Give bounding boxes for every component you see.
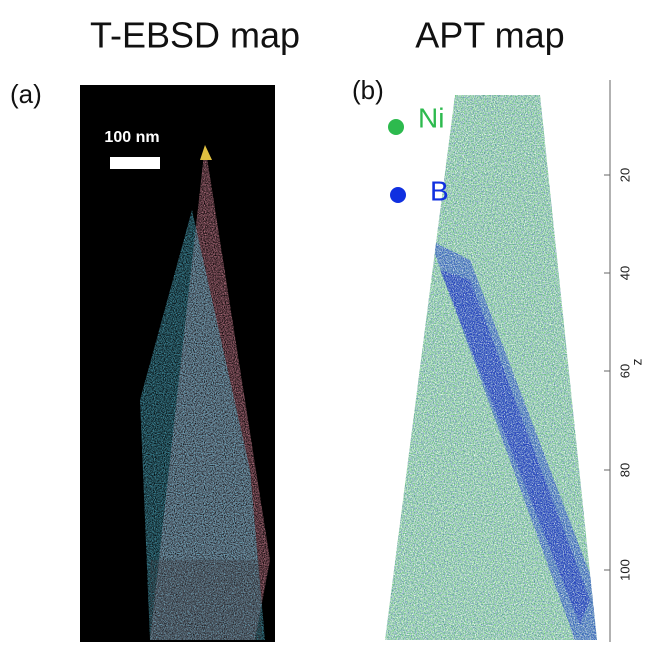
axis-label: z: [629, 359, 645, 366]
tick-label: 20: [617, 168, 632, 182]
panel-label: (a): [10, 79, 42, 109]
panel-title: APT map: [415, 15, 564, 56]
tick-label: 40: [617, 266, 632, 280]
legend-marker: [388, 119, 404, 135]
scale-bar: [110, 157, 160, 169]
legend-label: B: [430, 175, 449, 206]
apt-image: [385, 95, 597, 640]
tick-label: 60: [617, 364, 632, 378]
legend-marker: [390, 187, 406, 203]
legend-label: Ni: [418, 102, 444, 133]
panel-label: (b): [352, 75, 384, 105]
tick-label: 100: [617, 559, 632, 581]
scale-bar-label: 100 nm: [104, 129, 159, 146]
tick-label: 80: [617, 463, 632, 477]
panel-title: T-EBSD map: [90, 15, 300, 56]
ebsd-image: [80, 85, 275, 642]
